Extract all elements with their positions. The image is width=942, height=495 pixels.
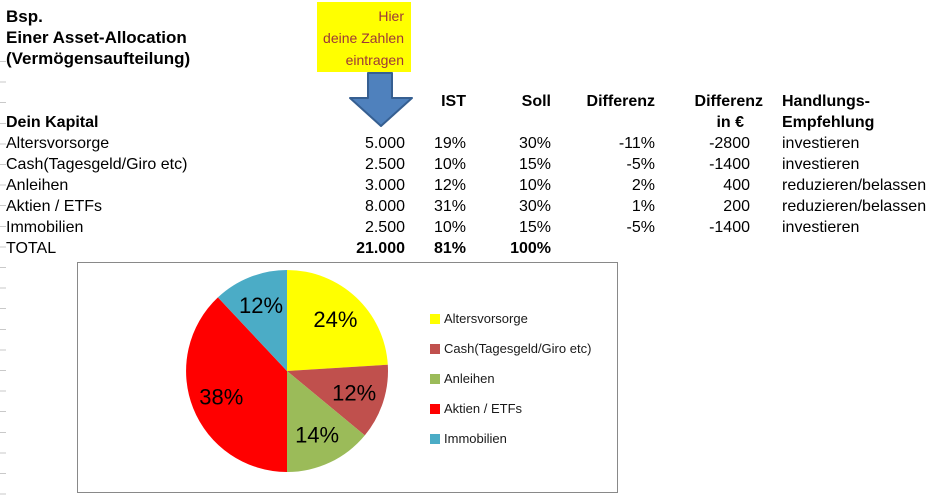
cell-differenz-eur[interactable]: -1400 [709, 155, 750, 173]
pie-slice-0[interactable] [287, 270, 388, 371]
cell-ist[interactable]: 19% [433, 134, 466, 152]
pie-slice-1[interactable] [287, 364, 388, 436]
legend-swatch-icon [430, 313, 440, 324]
cell-differenz[interactable]: -5% [626, 218, 655, 236]
cell-kapital[interactable]: 5.000 [364, 134, 405, 152]
header-handlung-line2[interactable]: Empfehlung [782, 113, 875, 131]
legend-label: Altersvorsorge [444, 311, 528, 326]
cell-differenz[interactable]: 2% [631, 176, 655, 194]
pie-slice-label: 12% [239, 293, 283, 318]
cell-soll[interactable]: 30% [518, 134, 551, 152]
header-in-eur-text: in € [716, 113, 744, 131]
row-gridline-stubs [0, 61, 6, 495]
cell-ist[interactable]: 12% [433, 176, 466, 194]
note-line-2: deine Zahlen [323, 30, 404, 46]
note-line-3: eintragen [345, 52, 404, 68]
row-label[interactable]: Aktien / ETFs [6, 197, 103, 215]
cell-empfehlung[interactable]: investieren [782, 155, 860, 173]
cell-kapital[interactable]: 3.000 [364, 176, 405, 194]
title-line-2[interactable]: Einer Asset-Allocation [6, 28, 187, 47]
cell-soll[interactable]: 30% [518, 197, 551, 215]
legend-item[interactable]: Anleihen [430, 370, 591, 387]
legend-item[interactable]: Immobilien [430, 430, 591, 447]
header-soll[interactable]: Soll [521, 92, 551, 110]
legend-swatch-icon [430, 433, 440, 444]
cell-differenz-eur[interactable]: -1400 [709, 218, 750, 236]
title-block: Bsp. Einer Asset-Allocation (Vermögensau… [6, 6, 190, 69]
legend-label: Immobilien [444, 431, 507, 446]
pie-slice-label: 38% [199, 385, 243, 410]
cell-empfehlung[interactable]: reduzieren/belassen [782, 176, 927, 194]
cell-differenz[interactable]: 1% [631, 197, 655, 215]
pie-slice-label: 12% [332, 380, 376, 405]
cell-differenz[interactable]: -5% [626, 155, 655, 173]
total-ist[interactable]: 81% [433, 239, 466, 257]
title-line-3[interactable]: (Vermögensaufteilung) [6, 49, 191, 68]
cell-differenz-eur[interactable]: -2800 [709, 134, 750, 152]
pie-chart-plot: 24% 12% 14% 38% 12% [186, 270, 388, 472]
cell-empfehlung[interactable]: investieren [782, 134, 860, 152]
cell-soll[interactable]: 10% [518, 176, 551, 194]
pie-slice-label: 24% [313, 307, 357, 332]
pie-slice-label: 14% [295, 423, 339, 448]
cell-differenz[interactable]: -11% [618, 134, 655, 152]
title-line-1[interactable]: Bsp. [6, 7, 43, 26]
legend-swatch-icon [430, 373, 440, 384]
row-label[interactable]: Altersvorsorge [6, 134, 110, 152]
section-label-dein-kapital[interactable]: Dein Kapital [6, 113, 99, 131]
cell-kapital[interactable]: 2.500 [364, 218, 405, 236]
pie-chart-object[interactable]: 24% 12% 14% 38% 12% Altersvorsorge Cash(Tages… [77, 262, 618, 493]
cell-soll[interactable]: 15% [518, 155, 551, 173]
row-label[interactable]: Anleihen [6, 176, 69, 194]
legend-label: Anleihen [444, 371, 495, 386]
row-label[interactable]: Immobilien [6, 218, 84, 236]
header-differenz-eur-line2[interactable]: in € [655, 112, 752, 133]
header-differenz-eur-text: Differenz [694, 92, 763, 110]
row-label[interactable]: Cash(Tagesgeld/Giro etc) [6, 155, 188, 173]
legend-label: Aktien / ETFs [444, 401, 523, 416]
legend-item[interactable]: Altersvorsorge [430, 310, 591, 327]
legend-label: Cash(Tagesgeld/Giro etc) [444, 341, 592, 356]
cell-soll[interactable]: 15% [518, 218, 551, 236]
note-line-1: Hier [378, 8, 404, 24]
allocation-table: IST Soll Differenz Differenz Handlungs- … [6, 91, 942, 259]
pie-slice-4[interactable] [217, 270, 287, 371]
cell-differenz-eur[interactable]: 400 [723, 176, 750, 194]
header-handlung-line1[interactable]: Handlungs- [782, 92, 870, 110]
cell-ist[interactable]: 10% [433, 218, 466, 236]
legend-item[interactable]: Cash(Tagesgeld/Giro etc) [430, 340, 591, 357]
cell-kapital[interactable]: 2.500 [364, 155, 405, 173]
pie-slice-3[interactable] [186, 297, 287, 472]
pie-slice-2[interactable] [287, 371, 365, 472]
chart-legend: Altersvorsorge Cash(Tagesgeld/Giro etc) An… [430, 310, 591, 447]
legend-item[interactable]: Aktien / ETFs [430, 400, 591, 417]
cell-kapital[interactable]: 8.000 [364, 197, 405, 215]
legend-swatch-icon [430, 343, 440, 354]
header-differenz-eur-line1[interactable]: Differenz [655, 91, 763, 112]
note-box[interactable]: Hier deine Zahlen eintragen [317, 2, 411, 72]
cell-ist[interactable]: 31% [433, 197, 466, 215]
legend-swatch-icon [430, 403, 440, 414]
down-arrow-icon [349, 72, 413, 127]
total-soll[interactable]: 100% [510, 239, 551, 257]
header-differenz[interactable]: Differenz [586, 92, 655, 110]
cell-empfehlung[interactable]: investieren [782, 218, 860, 236]
cell-empfehlung[interactable]: reduzieren/belassen [782, 197, 927, 215]
cell-ist[interactable]: 10% [433, 155, 466, 173]
header-ist[interactable]: IST [441, 92, 466, 110]
total-label[interactable]: TOTAL [6, 239, 57, 257]
cell-differenz-eur[interactable]: 200 [723, 197, 750, 215]
total-kapital[interactable]: 21.000 [356, 239, 405, 257]
